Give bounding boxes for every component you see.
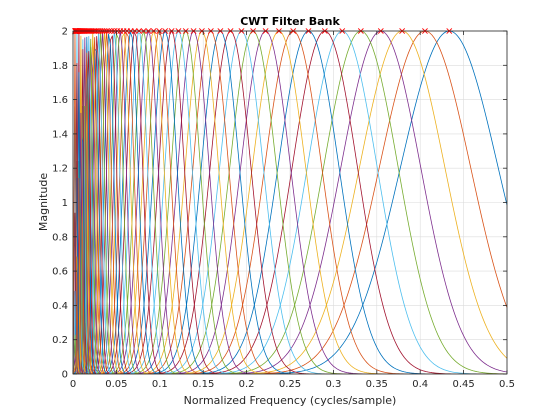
filter-curve-26 <box>73 30 507 374</box>
filter-curve-29 <box>73 31 507 374</box>
x-tick-label: 0.15 <box>192 379 214 390</box>
y-tick-label: 0.6 <box>52 267 68 278</box>
filter-curve-5 <box>73 30 507 374</box>
filter-curve-20 <box>73 31 507 374</box>
y-tick-label: 1.4 <box>52 129 68 140</box>
filter-curve-6 <box>73 30 507 374</box>
filter-curve-27 <box>73 32 507 374</box>
x-tick-label: 0.3 <box>325 379 341 390</box>
x-tick-label: 0.1 <box>152 379 168 390</box>
x-axis-label: Normalized Frequency (cycles/sample) <box>184 394 397 407</box>
filter-curve-28 <box>73 30 507 374</box>
y-tick-label: 1.6 <box>52 95 68 106</box>
y-axis-label: Magnitude <box>37 173 50 232</box>
filter-curve-7 <box>73 30 507 374</box>
x-tick-label: 0.5 <box>499 379 515 390</box>
filter-curve-19 <box>73 30 507 374</box>
y-tick-label: 0.2 <box>52 335 68 346</box>
filter-curve-31 <box>73 32 507 374</box>
x-tick-label: 0.05 <box>105 379 127 390</box>
y-tick-label: 0 <box>62 370 68 381</box>
y-tick-label: 1.8 <box>52 61 68 72</box>
filter-curve-25 <box>73 30 507 374</box>
x-tick-label: 0 <box>70 379 76 390</box>
y-tick-label: 1 <box>62 198 68 209</box>
y-tick-label: 0.4 <box>52 301 68 312</box>
filter-curve-21 <box>73 30 507 374</box>
axes: 0 0.05 0.1 0.15 0.2 0.25 0.3 0.35 0.4 0.45 0.5 0 0.2… <box>52 27 515 391</box>
y-tick-label: 2 <box>62 27 68 38</box>
filter-curve-4 <box>73 30 507 374</box>
filter-curve-10 <box>73 30 507 374</box>
filter-curve-23 <box>73 30 507 374</box>
filter-curve-22 <box>73 30 507 374</box>
x-tick-label: 0.35 <box>366 379 388 390</box>
y-tick-label: 0.8 <box>52 232 68 243</box>
filter-curve-3 <box>73 30 507 374</box>
x-tick-label: 0.2 <box>239 379 255 390</box>
filter-curve-18 <box>73 30 507 374</box>
filter-curve-30 <box>73 31 507 374</box>
chart-title: CWT Filter Bank <box>240 15 340 28</box>
y-tick-label: 1.2 <box>52 164 68 175</box>
filter-curve-12 <box>73 30 507 374</box>
filter-curve-24 <box>73 29 507 374</box>
x-tick-label: 0.4 <box>412 379 428 390</box>
filter-curve-11 <box>73 30 507 374</box>
x-tick-label: 0.25 <box>279 379 301 390</box>
x-tick-label: 0.45 <box>452 379 474 390</box>
